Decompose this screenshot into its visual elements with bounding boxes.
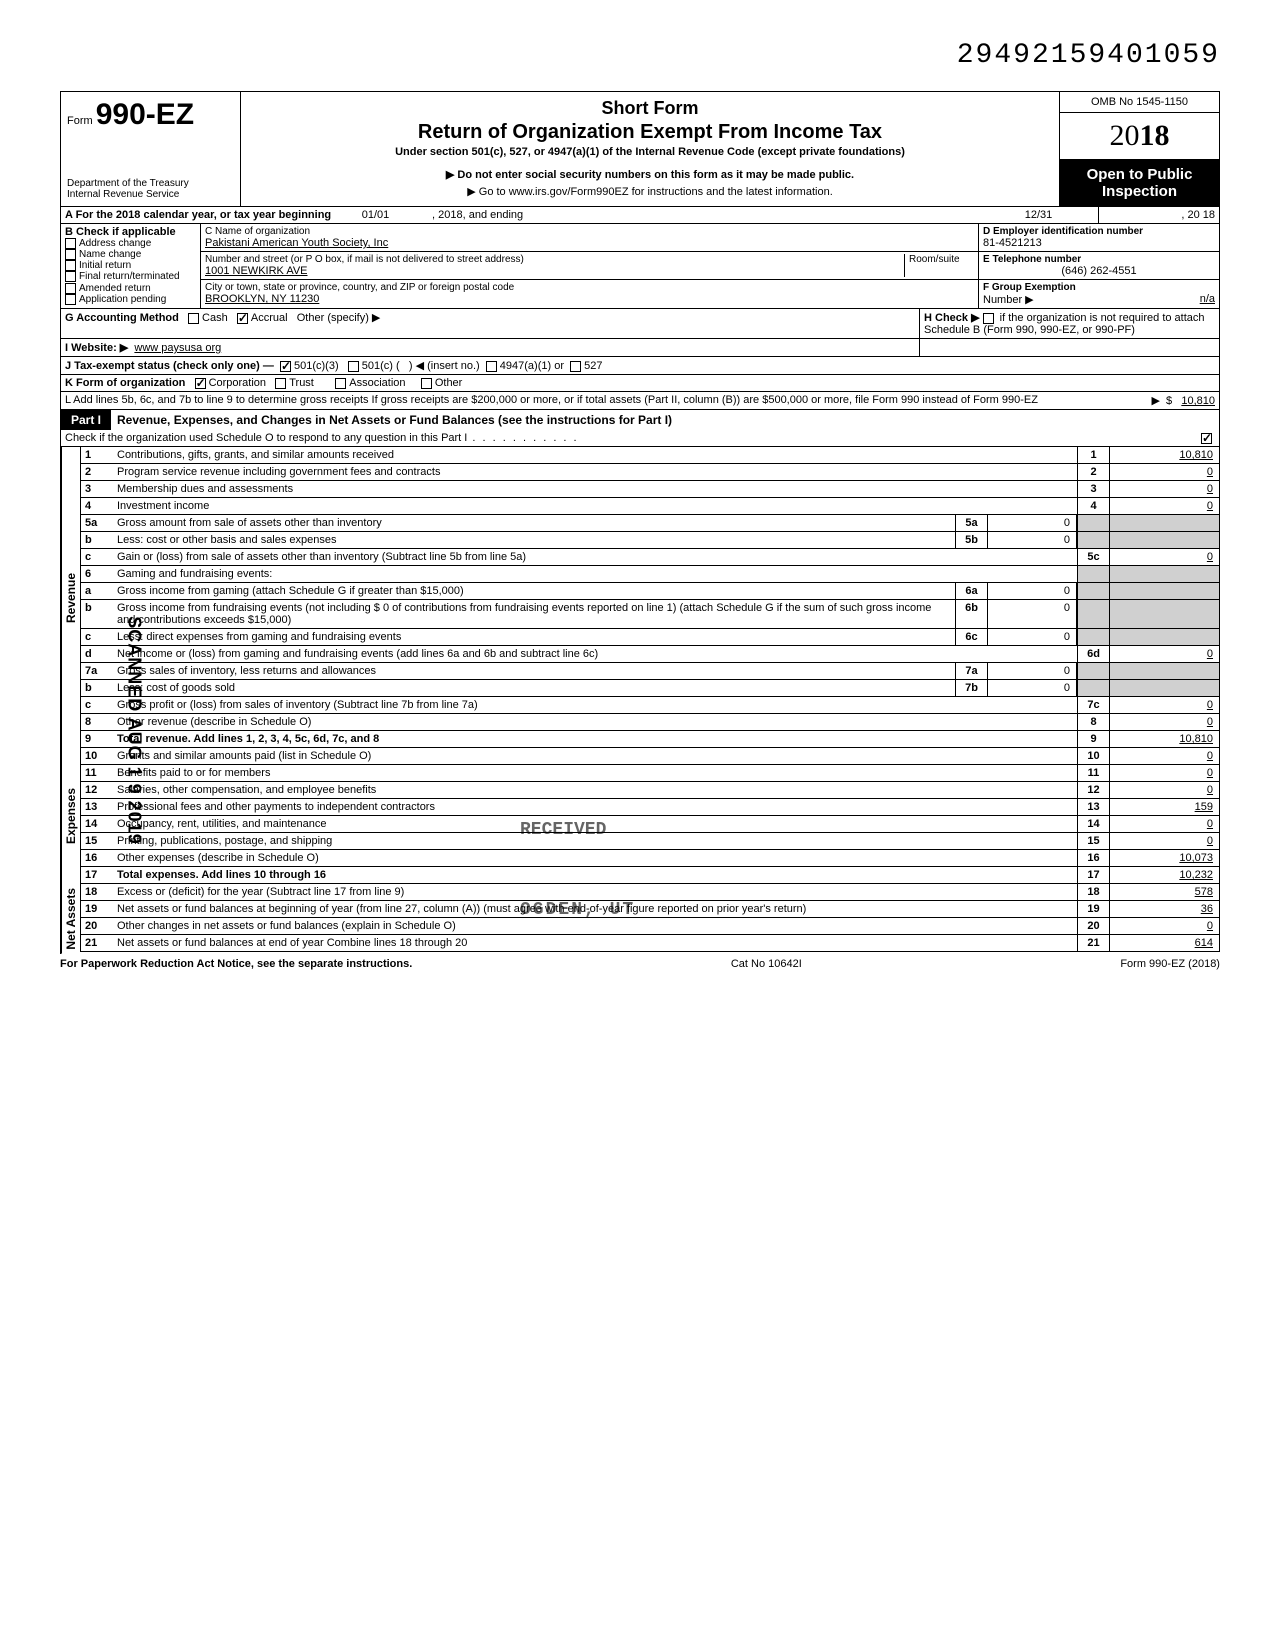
- chk-address-change[interactable]: [65, 238, 76, 249]
- subtitle: Under section 501(c), 527, or 4947(a)(1)…: [249, 146, 1051, 158]
- privacy-note: Do not enter social security numbers on …: [249, 168, 1051, 181]
- title-return: Return of Organization Exempt From Incom…: [249, 121, 1051, 144]
- revenue-side-label: Revenue: [61, 447, 80, 748]
- line-17: 17Total expenses. Add lines 10 through 1…: [80, 867, 1220, 884]
- chk-501c3[interactable]: [280, 361, 291, 372]
- section-a-tax-year: A For the 2018 calendar year, or tax yea…: [60, 207, 1220, 224]
- line-5a: 5aGross amount from sale of assets other…: [80, 515, 1220, 532]
- line-c: cGain or (loss) from sale of assets othe…: [80, 549, 1220, 566]
- page-footer: For Paperwork Reduction Act Notice, see …: [60, 954, 1220, 974]
- row-g-h: G Accounting Method Cash Accrual Other (…: [60, 309, 1220, 339]
- chk-amended[interactable]: [65, 283, 76, 294]
- netassets-side-label: Net Assets: [61, 884, 80, 954]
- line-18: 18Excess or (deficit) for the year (Subt…: [80, 884, 1220, 901]
- open-to-public: Open to Public Inspection: [1060, 160, 1219, 206]
- omb-number: OMB No 1545-1150: [1060, 92, 1219, 113]
- received-stamp: RECEIVED: [520, 820, 606, 840]
- row-k-form-org: K Form of organization Corporation Trust…: [60, 375, 1220, 392]
- line-b: bLess: cost of goods sold7b0: [80, 680, 1220, 697]
- line-14: 14Occupancy, rent, utilities, and mainte…: [80, 816, 1220, 833]
- row-i-website: I Website: ▶ www paysusa org: [60, 339, 1220, 357]
- row-l-gross-receipts: L Add lines 5b, 6c, and 7b to line 9 to …: [60, 392, 1220, 410]
- line-19: 19Net assets or fund balances at beginni…: [80, 901, 1220, 918]
- form-header: Form 990-EZ Department of the Treasury I…: [60, 91, 1220, 207]
- chk-pending[interactable]: [65, 294, 76, 305]
- line-c: cGross profit or (loss) from sales of in…: [80, 697, 1220, 714]
- line-9: 9Total revenue. Add lines 1, 2, 3, 4, 5c…: [80, 731, 1220, 748]
- line-6: 6Gaming and fundraising events:: [80, 566, 1220, 583]
- line-11: 11Benefits paid to or for members110: [80, 765, 1220, 782]
- chk-schedule-b[interactable]: [983, 313, 994, 324]
- org-name-label: C Name of organization: [205, 226, 974, 237]
- line-16: 16Other expenses (describe in Schedule O…: [80, 850, 1220, 867]
- ein: 81-4521213: [983, 237, 1215, 249]
- line-b: bGross income from fundraising events (n…: [80, 600, 1220, 629]
- title-short-form: Short Form: [249, 98, 1051, 119]
- chk-other-org[interactable]: [421, 378, 432, 389]
- line-21: 21Net assets or fund balances at end of …: [80, 935, 1220, 952]
- city-label: City or town, state or province, country…: [205, 282, 974, 293]
- document-number: 29492159401059: [60, 40, 1220, 71]
- form-number: Form 990-EZ: [67, 98, 234, 132]
- part-1-check: Check if the organization used Schedule …: [60, 430, 1220, 447]
- chk-schedule-o[interactable]: [1201, 433, 1212, 444]
- line-12: 12Salaries, other compensation, and empl…: [80, 782, 1220, 799]
- chk-501c[interactable]: [348, 361, 359, 372]
- org-name: Pakistani American Youth Society, Inc: [205, 237, 974, 249]
- chk-corporation[interactable]: [195, 378, 206, 389]
- group-exemption-val: n/a: [1200, 293, 1215, 306]
- chk-association[interactable]: [335, 378, 346, 389]
- line-15: 15Printing, publications, postage, and s…: [80, 833, 1220, 850]
- line-20: 20Other changes in net assets or fund ba…: [80, 918, 1220, 935]
- telephone: (646) 262-4551: [983, 265, 1215, 277]
- chk-accrual[interactable]: [237, 313, 248, 324]
- line-13: 13Professional fees and other payments t…: [80, 799, 1220, 816]
- city: BROOKLYN, NY 11230: [205, 293, 974, 305]
- line-b: bLess: cost or other basis and sales exp…: [80, 532, 1220, 549]
- expenses-side-label: Expenses: [61, 748, 80, 884]
- street: 1001 NEWKIRK AVE: [205, 265, 904, 277]
- line-4: 4Investment income40: [80, 498, 1220, 515]
- line-7a: 7aGross sales of inventory, less returns…: [80, 663, 1220, 680]
- line-8: 8Other revenue (describe in Schedule O)8…: [80, 714, 1220, 731]
- line-10: 10Grants and similar amounts paid (list …: [80, 748, 1220, 765]
- room-suite-label: Room/suite: [904, 254, 974, 277]
- chk-final-return[interactable]: [65, 271, 76, 282]
- scanned-stamp: SCANNED AUG 1 9 2019: [124, 616, 145, 844]
- line-2: 2Program service revenue including gover…: [80, 464, 1220, 481]
- chk-527[interactable]: [570, 361, 581, 372]
- chk-initial-return[interactable]: [65, 260, 76, 271]
- org-info-block: B Check if applicable Address change Nam…: [60, 224, 1220, 309]
- ogden-stamp: OGDEN, UT: [520, 900, 635, 920]
- line-d: dNet income or (loss) from gaming and fu…: [80, 646, 1220, 663]
- tel-label: E Telephone number: [983, 254, 1215, 265]
- instructions-link: Go to www.irs.gov/Form990EZ for instruct…: [249, 185, 1051, 198]
- group-exemption-label: F Group Exemption: [983, 282, 1215, 293]
- line-3: 3Membership dues and assessments30: [80, 481, 1220, 498]
- line-1: 1Contributions, gifts, grants, and simil…: [80, 447, 1220, 464]
- line-a: aGross income from gaming (attach Schedu…: [80, 583, 1220, 600]
- ein-label: D Employer identification number: [983, 226, 1215, 237]
- street-label: Number and street (or P O box, if mail i…: [205, 254, 904, 265]
- section-b-checkboxes: B Check if applicable Address change Nam…: [61, 224, 201, 308]
- part-1-header: Part I Revenue, Expenses, and Changes in…: [60, 410, 1220, 430]
- chk-cash[interactable]: [188, 313, 199, 324]
- chk-trust[interactable]: [275, 378, 286, 389]
- tax-year: 2018: [1060, 113, 1219, 160]
- chk-4947[interactable]: [486, 361, 497, 372]
- department: Department of the Treasury Internal Reve…: [67, 178, 234, 200]
- chk-name-change[interactable]: [65, 249, 76, 260]
- row-j-tax-exempt: J Tax-exempt status (check only one) — 5…: [60, 357, 1220, 375]
- line-c: cLess: direct expenses from gaming and f…: [80, 629, 1220, 646]
